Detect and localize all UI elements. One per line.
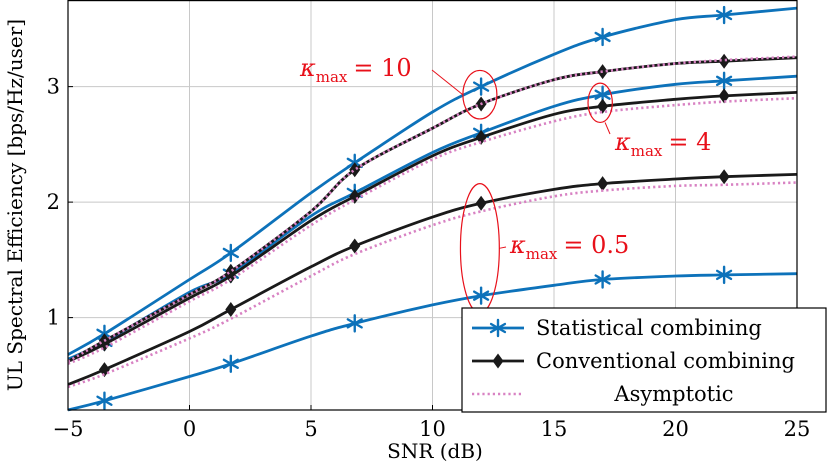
annotation-kappa: κ xyxy=(299,54,316,82)
data-point xyxy=(594,270,611,289)
data-point xyxy=(715,5,733,25)
annotation-ellipse xyxy=(587,82,613,124)
series-conventional-kmax05 xyxy=(67,169,798,386)
series-line xyxy=(67,6,798,356)
legend-item-asymptotic: Asymptotic xyxy=(472,382,734,406)
series-statistical-kmax05 xyxy=(67,265,798,412)
series-asymptotic-kmax05 xyxy=(67,181,798,389)
series-line xyxy=(67,74,798,361)
data-point xyxy=(346,314,363,333)
annotation-label: κmax = 10 xyxy=(299,54,412,86)
annotation-label: κmax = 4 xyxy=(614,128,711,160)
annotation-ellipse xyxy=(462,69,498,120)
x-axis-label: SNR (dB) xyxy=(387,439,483,463)
annotation-subscript: max xyxy=(526,245,558,263)
grid-lines xyxy=(68,0,797,410)
legend-marker xyxy=(489,318,507,338)
series-statistical-kmax10 xyxy=(67,5,798,356)
data-point xyxy=(475,195,487,211)
y-tick-label: 3 xyxy=(47,75,60,99)
data-point xyxy=(472,286,490,305)
data-point xyxy=(715,71,733,91)
annotation-leader xyxy=(604,122,611,135)
legend-marker xyxy=(492,353,504,369)
series-layer xyxy=(67,5,798,412)
annotation-label: κmax = 0.5 xyxy=(509,231,629,263)
annotation-kappa: κ xyxy=(509,231,526,259)
annotation-subscript: max xyxy=(316,68,348,86)
x-tick-label: 25 xyxy=(784,417,811,441)
legend: Statistical combining Conventional combin… xyxy=(461,307,827,413)
series-line xyxy=(67,96,798,365)
x-tick-label: 15 xyxy=(541,417,568,441)
annotation-kmax-2: κmax = 0.5 xyxy=(459,183,629,314)
legend-label: Conventional combining xyxy=(536,349,795,373)
x-tick-label: −5 xyxy=(53,417,84,441)
annotation-leader xyxy=(499,246,507,249)
data-point xyxy=(718,53,730,69)
legend-item-conventional: Conventional combining xyxy=(472,349,795,373)
series-line xyxy=(67,55,798,363)
data-point xyxy=(472,77,490,96)
annotation-leader xyxy=(431,69,464,96)
data-point xyxy=(222,354,239,374)
annotation-kmax-0: κmax = 10 xyxy=(299,54,498,120)
data-point xyxy=(597,176,609,192)
data-point xyxy=(96,391,113,410)
x-tick-label: 0 xyxy=(183,417,196,441)
annotation-value: = 0.5 xyxy=(563,231,629,259)
data-point xyxy=(597,98,609,114)
x-tick-label: 5 xyxy=(304,417,317,441)
series-line xyxy=(67,181,798,389)
y-axis-label: UL Spectral Efficiency [bps/Hz/user] xyxy=(3,19,27,391)
data-point xyxy=(225,302,237,318)
series-asymptotic-kmax10 xyxy=(67,55,798,363)
data-point xyxy=(349,238,361,254)
data-point xyxy=(718,88,730,104)
data-point xyxy=(222,243,239,263)
data-point xyxy=(715,265,733,285)
series-line xyxy=(67,91,798,363)
annotation-subscript: max xyxy=(631,142,663,160)
y-tick-label: 2 xyxy=(47,190,60,214)
data-point xyxy=(349,162,361,178)
legend-label: Asymptotic xyxy=(613,382,733,406)
data-point xyxy=(594,27,611,47)
annotation-kmax-1: κmax = 4 xyxy=(587,82,711,160)
annotation-kappa: κ xyxy=(614,128,631,156)
legend-label: Statistical combining xyxy=(536,316,762,340)
x-tick-label: 20 xyxy=(662,417,689,441)
legend-item-statistical: Statistical combining xyxy=(472,316,762,340)
series-asymptotic-kmax4 xyxy=(67,96,798,365)
data-point xyxy=(718,169,730,185)
annotation-value: = 4 xyxy=(668,128,711,156)
tick-labels: −5 0 5 10 15 20 25 1 2 3 xyxy=(47,75,811,441)
series-line xyxy=(67,272,798,412)
x-tick-label: 10 xyxy=(419,417,446,441)
annotation-value: = 10 xyxy=(353,54,411,82)
y-tick-label: 1 xyxy=(47,306,60,330)
series-line xyxy=(67,173,798,386)
